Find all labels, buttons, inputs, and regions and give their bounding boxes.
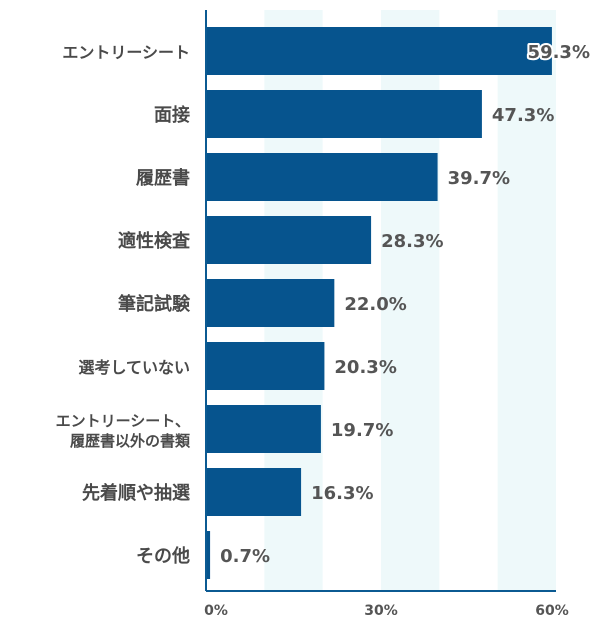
x-tick-label: 60%: [535, 603, 569, 619]
value-label: 28.3%: [381, 231, 443, 252]
value-label: 47.3%: [492, 105, 554, 126]
x-tick-label: 30%: [364, 603, 398, 619]
value-label: 20.3%: [334, 357, 396, 378]
value-label: 0.7%: [220, 546, 270, 567]
bar: [206, 342, 325, 390]
category-label: その他: [136, 545, 190, 567]
value-label: 22.0%: [344, 294, 406, 315]
shaded-band: [497, 10, 556, 591]
category-label: エントリーシート: [62, 43, 190, 62]
bar: [206, 153, 438, 201]
category-label: 適性検査: [118, 230, 190, 252]
category-label: 面接: [154, 104, 190, 126]
bar: [206, 90, 482, 138]
value-label: 39.7%: [448, 168, 510, 189]
bar: [206, 405, 321, 453]
bar: [206, 27, 552, 75]
x-tick-label: 0%: [204, 603, 228, 619]
category-label: エントリーシート、履歴書以外の書類: [56, 412, 191, 450]
category-label: 選考していない: [78, 358, 190, 377]
category-label: 先着順や抽選: [82, 482, 190, 504]
category-label: 筆記試験: [118, 293, 191, 315]
bar: [206, 531, 211, 579]
value-label: 59.3%: [528, 42, 590, 63]
category-label: 履歴書: [136, 168, 190, 189]
bar: [206, 216, 372, 264]
value-label: 19.7%: [331, 420, 393, 441]
bar: [206, 279, 335, 327]
value-label: 16.3%: [311, 483, 373, 504]
bar: [206, 468, 302, 516]
